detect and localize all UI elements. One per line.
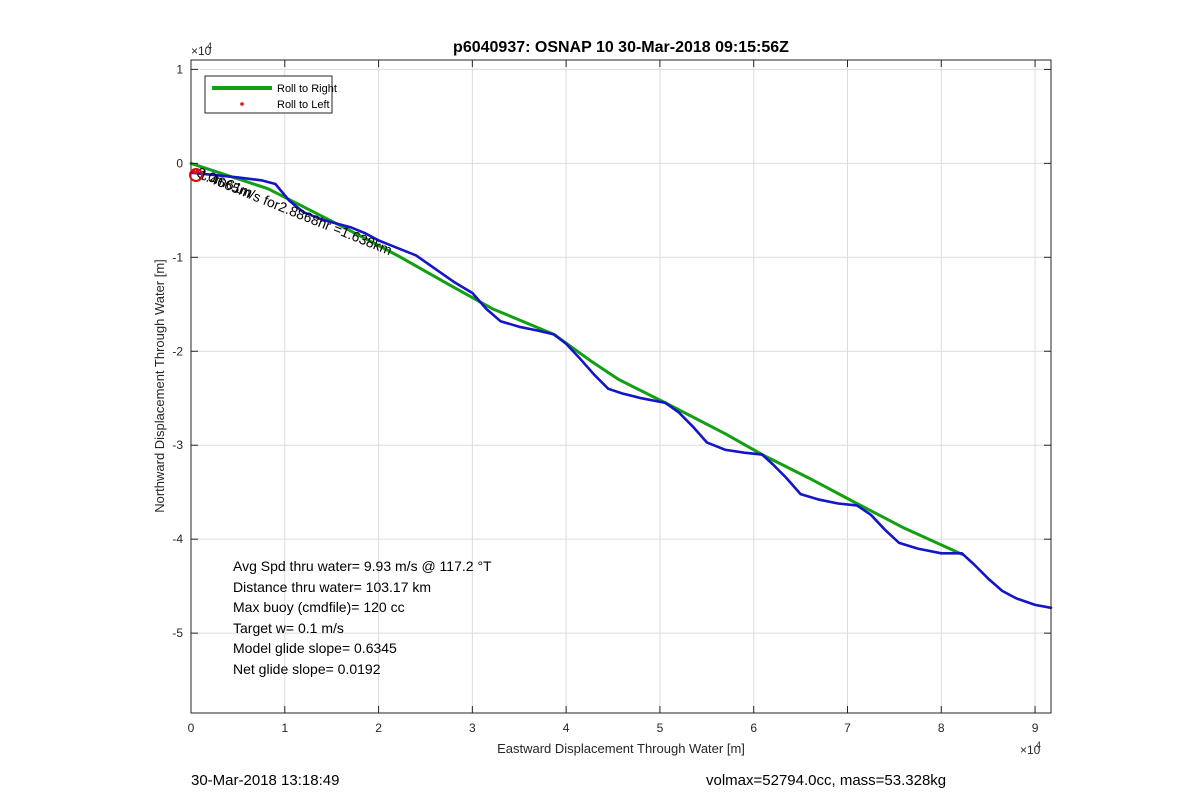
x-tick-label: 1 <box>281 721 288 735</box>
stat-net-glide-slope: Net glide slope= 0.0192 <box>233 661 381 677</box>
x-exponent-base: ×10 <box>1020 743 1041 757</box>
tick-marks <box>190 60 1051 713</box>
y-tick-label: -1 <box>172 250 183 264</box>
x-tick-label: 4 <box>563 721 570 735</box>
series-trajectory <box>189 171 1053 610</box>
stat-distance: Distance thru water= 103.17 km <box>233 579 431 595</box>
start-marker <box>189 168 203 182</box>
x-tick-label: 7 <box>844 721 851 735</box>
x-tick-label: 0 <box>188 721 195 735</box>
y-exponent-base: ×10 <box>191 44 212 58</box>
axes-box <box>190 59 1052 714</box>
y-tick-label: -4 <box>172 532 183 546</box>
legend-dot-roll-left <box>240 102 244 106</box>
x-tick-label: 8 <box>938 721 945 735</box>
speed-annotation: 1.4665m/s for2.8868hr =1.638km <box>197 166 395 258</box>
chart-title: p6040937: OSNAP 10 30-Mar-2018 09:15:56Z <box>453 39 789 56</box>
stat-model-glide-slope: Model glide slope= 0.6345 <box>233 640 397 656</box>
y-exponent-power: 4 <box>207 41 212 51</box>
footer-volume-mass: volmax=52794.0cc, mass=53.328kg <box>706 772 947 789</box>
x-exponent: ×10 4 <box>1020 740 1041 757</box>
y-tick-label: -5 <box>172 626 183 640</box>
legend-label-roll-right: Roll to Right <box>277 83 337 95</box>
tick-labels: 0 1 2 3 4 5 6 7 8 910-1-2-3-4-5 <box>172 62 1038 735</box>
x-tick-label: 9 <box>1032 721 1039 735</box>
footer-timestamp: 30-Mar-2018 13:18:49 <box>191 772 340 789</box>
legend: Roll to Right Roll to Left <box>204 75 337 114</box>
x-tick-label: 6 <box>750 721 757 735</box>
x-tick-label: 5 <box>657 721 664 735</box>
y-tick-label: -2 <box>172 344 183 358</box>
legend-label-roll-left: Roll to Left <box>277 99 330 111</box>
stats-block: Avg Spd thru water= 9.93 m/s @ 117.2 °T … <box>233 558 492 677</box>
y-exponent: ×10 4 <box>191 41 212 58</box>
y-tick-label: -3 <box>172 438 183 452</box>
y-tick-label: 1 <box>176 62 183 76</box>
stat-max-buoy: Max buoy (cmdfile)= 120 cc <box>233 599 405 615</box>
y-tick-label: 0 <box>176 156 183 170</box>
legend-box <box>204 75 333 114</box>
x-tick-label: 3 <box>469 721 476 735</box>
y-axis-label: Northward Displacement Through Water [m] <box>152 259 167 513</box>
series-roll-to-right <box>189 161 964 556</box>
x-tick-label: 2 <box>375 721 382 735</box>
stat-target-w: Target w= 0.1 m/s <box>233 620 344 636</box>
x-exponent-power: 4 <box>1036 740 1041 750</box>
x-axis-label: Eastward Displacement Through Water [m] <box>497 741 745 756</box>
grid-lines <box>190 60 1051 713</box>
stat-avg-speed: Avg Spd thru water= 9.93 m/s @ 117.2 °T <box>233 558 492 574</box>
